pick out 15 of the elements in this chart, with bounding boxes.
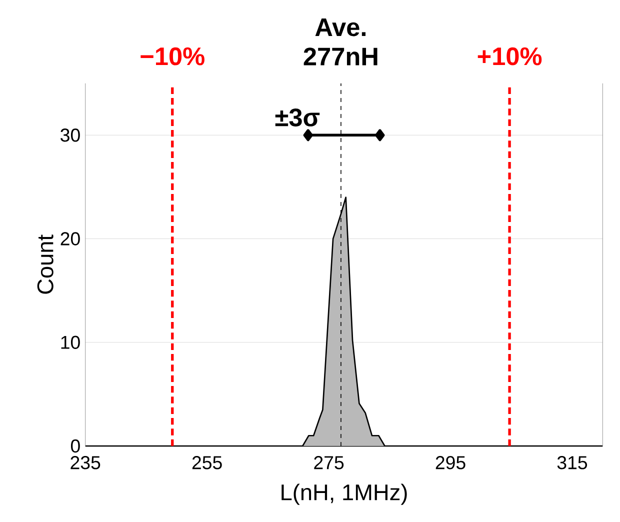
x-tick-label: 295: [436, 456, 466, 470]
y-tick-label: 10: [61, 336, 80, 349]
annotation: ±3σ: [275, 108, 320, 126]
y-tick-label: 0: [70, 439, 80, 453]
annotation: −10%: [140, 47, 204, 66]
x-tick-label: 235: [70, 456, 100, 470]
y-tick-label: 30: [60, 128, 80, 142]
x-tick-label: 315: [557, 456, 588, 470]
annotation: +10%: [478, 47, 542, 66]
x-tick-label: 275: [314, 456, 344, 470]
y-axis-title: Count: [37, 234, 54, 294]
ref-line-label: Ave. 277nH: [304, 18, 378, 66]
x-axis-title: L(nH, 1MHz): [282, 484, 407, 505]
y-tick-label: 20: [60, 232, 80, 246]
x-tick-label: 255: [192, 456, 222, 470]
